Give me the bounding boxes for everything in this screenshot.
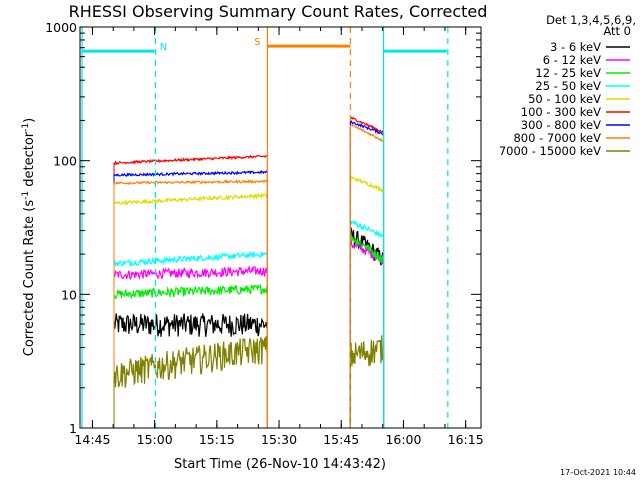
- y-axis-label-sup2: -1: [21, 123, 31, 132]
- legend-entry-label: 50 - 100 keV: [528, 92, 601, 106]
- saa-flag-label: S: [254, 37, 260, 48]
- series-6: [113, 119, 385, 428]
- series-line-0: [113, 313, 268, 337]
- series-0: [113, 227, 385, 428]
- series-line-2: [349, 233, 384, 264]
- series-8: [113, 335, 385, 428]
- legend-entry-label: 300 - 800 keV: [521, 118, 601, 132]
- legend-entry-label: 3 - 6 keV: [550, 40, 601, 54]
- series-line-5: [113, 154, 268, 166]
- series-line-7: [350, 124, 384, 143]
- series-line-1: [113, 265, 268, 281]
- y-axis-label-mid: detector: [22, 131, 37, 191]
- legend-entry-label: 100 - 300 keV: [521, 105, 601, 119]
- series-line-7: [113, 179, 268, 186]
- series-1: [113, 239, 385, 428]
- x-tick-label: 15:00: [137, 432, 173, 447]
- series-line-8: [349, 335, 384, 367]
- y-tick-label: 100: [53, 154, 77, 169]
- series-line-6: [349, 119, 384, 136]
- night-flag-label: N: [160, 42, 167, 53]
- plot-frame: [79, 26, 482, 429]
- x-axis-label: Start Time (26-Nov-10 14:43:42): [174, 457, 386, 472]
- series-line-4: [350, 176, 384, 194]
- x-tick-label: 14:45: [74, 432, 110, 447]
- y-axis-label-main: Corrected Count Rate (s: [22, 200, 37, 357]
- series-line-8: [113, 335, 268, 388]
- series-line-3: [349, 219, 384, 238]
- y-tick-label: 10: [61, 287, 77, 302]
- legend-entry-label: 7000 - 15000 keV: [499, 144, 601, 158]
- x-tick-label: 16:00: [385, 432, 421, 447]
- chart-title: RHESSI Observing Summary Count Rates, Co…: [69, 2, 488, 21]
- x-tick-label: 15:15: [199, 432, 235, 447]
- y-axis-label: Corrected Count Rate (s-1 detector-1): [21, 118, 37, 356]
- legend-entry-label: 800 - 7000 keV: [513, 131, 601, 145]
- y-tick-label: 1: [69, 421, 77, 436]
- y-axis-label-sup1: -1: [21, 191, 31, 200]
- legend-header-line: Att 0: [603, 24, 631, 38]
- axes-layer: 1 10 100 1000 14:45 15:00 15:15 15:30 15:45 16:00…: [45, 20, 483, 447]
- y-axis-label-end: ): [22, 118, 37, 123]
- series-line-5: [350, 116, 384, 134]
- series-7: [113, 124, 385, 428]
- y-tick-label: 1000: [45, 20, 77, 35]
- footer-timestamp: 17-Oct-2021 10:44: [560, 468, 636, 477]
- legend-entry-label: 6 - 12 keV: [543, 53, 601, 67]
- series-4: [113, 176, 385, 428]
- plot-series-group: [113, 116, 385, 428]
- x-tick-label: 15:30: [261, 432, 297, 447]
- x-tick-label: 16:15: [448, 432, 484, 447]
- legend-entry-label: 12 - 25 keV: [535, 66, 601, 80]
- legend-entry-label: 25 - 50 keV: [535, 79, 601, 93]
- series-line-3: [113, 251, 268, 268]
- legend-header-line: Det 1,3,4,5,6,9,: [546, 13, 636, 27]
- x-tick-label: 15:45: [323, 432, 359, 447]
- series-line-6: [113, 170, 268, 177]
- series-line-4: [113, 191, 268, 206]
- series-line-2: [113, 283, 268, 300]
